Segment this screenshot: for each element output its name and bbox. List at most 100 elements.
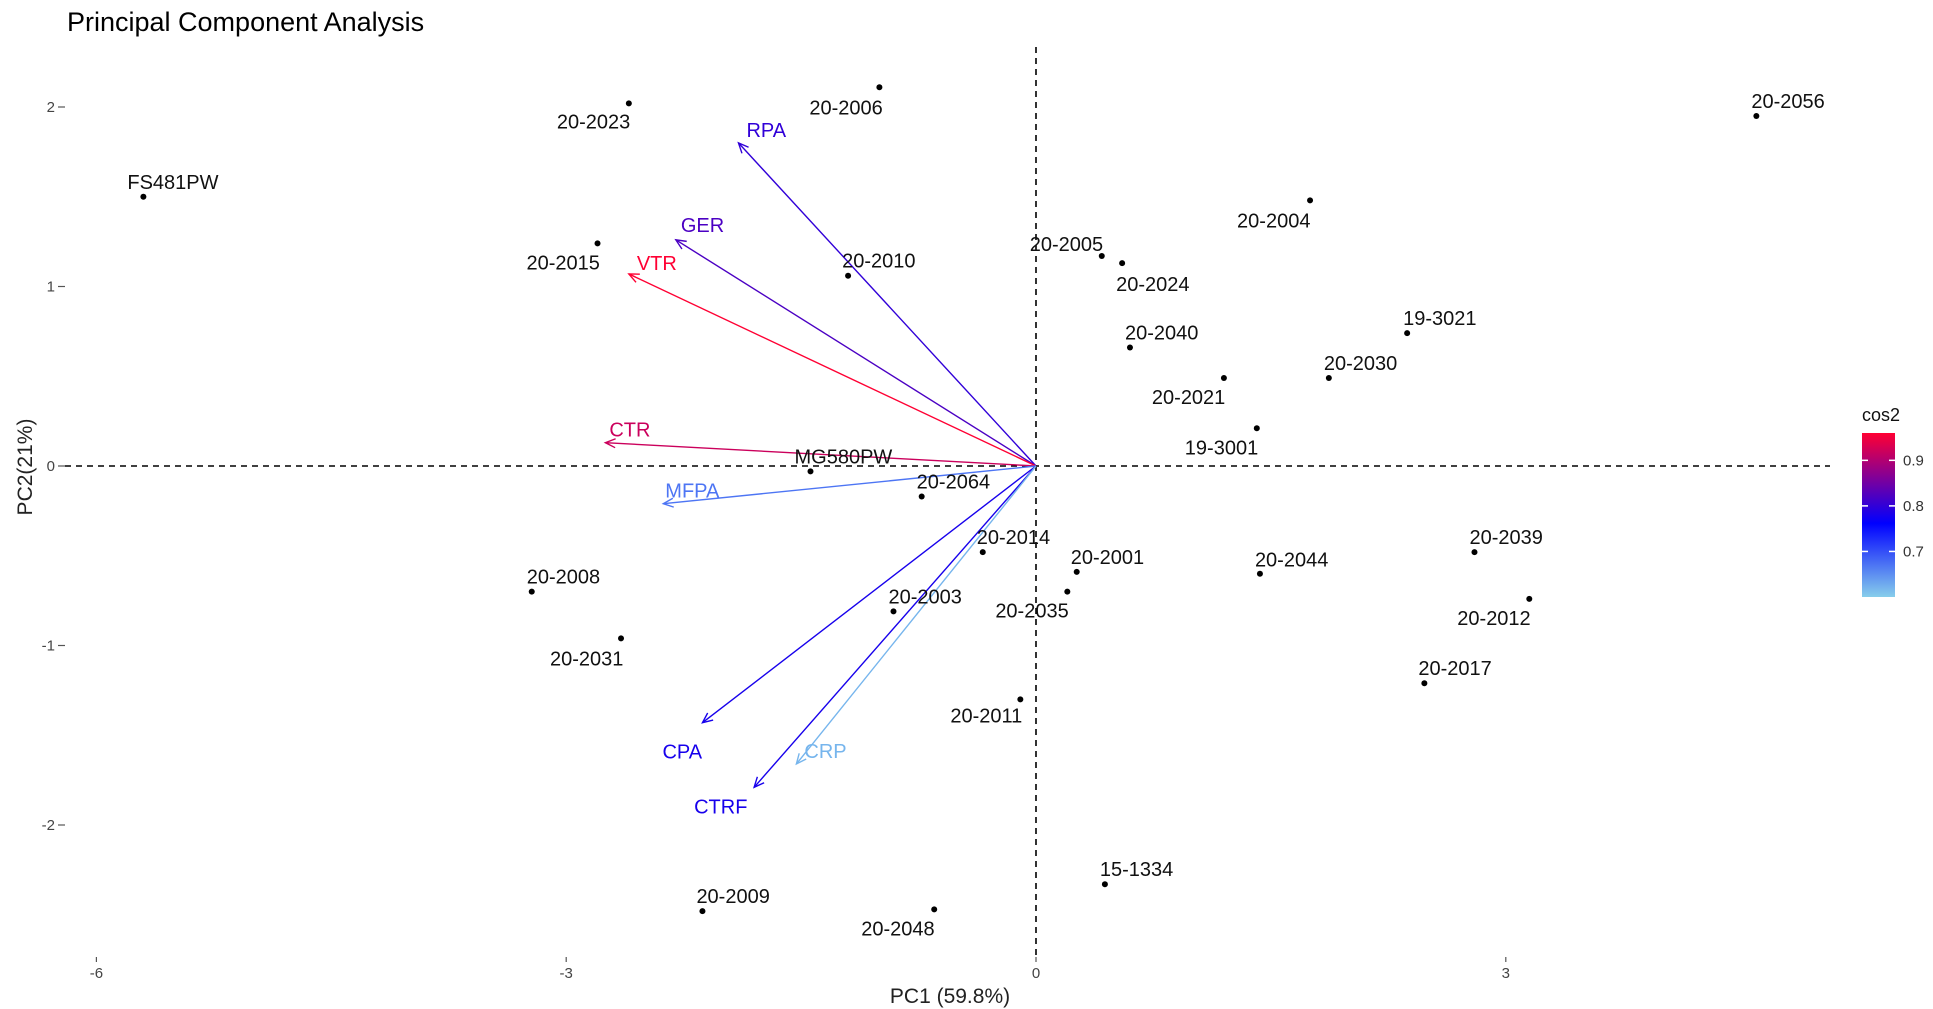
variable-label-ger: GER: [681, 215, 724, 237]
data-point-20-2040: [1126, 344, 1133, 351]
y-axis-title: PC2(21%): [14, 419, 37, 516]
data-point-20-2031: [618, 635, 625, 642]
point-label-20-2044: 20-2044: [1255, 550, 1328, 572]
point-label-20-2015: 20-2015: [527, 252, 600, 274]
variable-label-vtr: VTR: [637, 253, 677, 275]
variable-arrow-rpa: [737, 142, 1037, 467]
data-point-20-2035: [1064, 588, 1071, 595]
point-label-19-3021: 19-3021: [1403, 308, 1476, 330]
data-point-20-2039: [1471, 549, 1478, 556]
point-label-20-2023: 20-2023: [557, 111, 630, 133]
y-tick-label: -2: [42, 817, 55, 834]
point-label-20-2004: 20-2004: [1237, 210, 1310, 232]
x-axis-title: PC1 (59.8%): [890, 985, 1010, 1008]
data-point-20-2008: [528, 588, 535, 595]
data-point-20-2003: [890, 608, 897, 615]
variable-arrowhead: [603, 438, 616, 449]
data-point-20-2015: [594, 240, 601, 247]
point-label-20-2014: 20-2014: [977, 527, 1050, 549]
data-point-20-2044: [1256, 570, 1263, 577]
y-axis-ticks: -2 -1 0 1 2: [42, 99, 65, 834]
data-point-20-2006: [876, 84, 883, 91]
variable-label-rpa: RPA: [746, 120, 786, 142]
variable-label-mfpa: MFPA: [665, 481, 720, 503]
x-tick-label: -3: [560, 965, 573, 982]
data-point-20-2005: [1098, 252, 1105, 259]
data-point-20-2011: [1017, 696, 1024, 703]
variable-label-crp: CRP: [804, 741, 846, 763]
point-label-20-2006: 20-2006: [809, 97, 882, 119]
point-label-20-2048: 20-2048: [861, 918, 934, 940]
variable-arrowhead: [737, 141, 749, 154]
data-point-20-2001: [1073, 568, 1080, 575]
variable-arrow-ctrf: [753, 465, 1037, 788]
point-label-20-2064: 20-2064: [917, 472, 990, 494]
data-point-19-3001: [1253, 425, 1260, 432]
variable-arrowhead: [752, 776, 765, 789]
data-point-20-2012: [1526, 595, 1533, 602]
variable-arrow-ger: [675, 239, 1037, 467]
data-point-19-3021: [1404, 330, 1411, 337]
data-point-20-2021: [1220, 375, 1227, 382]
point-label-15-1334: 15-1334: [1100, 859, 1173, 881]
point-label-20-2030: 20-2030: [1324, 353, 1397, 375]
data-point-20-2017: [1421, 680, 1428, 687]
y-tick-label: 2: [47, 99, 55, 116]
data-point-20-2056: [1753, 112, 1760, 119]
point-label-20-2024: 20-2024: [1116, 274, 1189, 296]
variable-arrowhead: [701, 712, 714, 724]
variable-label-ctrf: CTRF: [694, 796, 747, 818]
data-point-20-2030: [1325, 375, 1332, 382]
chart-title: Principal Component Analysis: [67, 7, 424, 37]
variable-arrow-mfpa: [663, 465, 1037, 505]
x-tick-label: 0: [1032, 965, 1040, 982]
variable-arrow-vtr: [628, 273, 1037, 467]
point-label-19-3001: 19-3001: [1185, 437, 1258, 459]
point-label-20-2035: 20-2035: [995, 601, 1068, 623]
variable-arrow-crp: [795, 465, 1037, 765]
legend-tick-label: 0.7: [1903, 543, 1924, 560]
y-tick-label: 1: [47, 279, 55, 296]
point-label-20-2005: 20-2005: [1030, 234, 1103, 256]
cos2-legend: cos2 0.7 0.8 0.9: [1862, 405, 1924, 597]
legend-tick-label: 0.9: [1903, 452, 1924, 469]
variable-arrow-ctr: [605, 441, 1037, 467]
point-label-20-2039: 20-2039: [1469, 527, 1542, 549]
variable-arrowhead: [674, 238, 687, 250]
legend-title: cos2: [1862, 405, 1900, 425]
variable-arrowhead: [661, 497, 674, 508]
individual-points: 20-2056 FS481PW 20-2023 20-2006 20-2004 20-20…: [127, 84, 1825, 940]
point-label-20-2011: 20-2011: [950, 705, 1022, 727]
data-point-20-2014: [979, 549, 986, 556]
legend-ticks: 0.7 0.8 0.9: [1862, 452, 1924, 560]
data-point-15-1334: [1101, 881, 1108, 888]
data-point-mg580pw: [807, 468, 814, 475]
data-point-20-2064: [918, 493, 925, 500]
x-tick-label: 3: [1502, 965, 1510, 982]
y-tick-label: 0: [47, 458, 55, 475]
variable-arrow-cpa: [702, 465, 1037, 724]
variable-arrowhead: [627, 273, 640, 283]
x-tick-label: -6: [90, 965, 103, 982]
point-label-20-2017: 20-2017: [1418, 658, 1491, 680]
data-point-20-2048: [931, 906, 938, 913]
y-tick-label: -1: [42, 638, 55, 655]
variable-label-ctr: CTR: [609, 420, 650, 442]
point-label-20-2008: 20-2008: [527, 567, 600, 589]
data-point-20-2024: [1119, 260, 1126, 267]
point-label-20-2031: 20-2031: [550, 648, 623, 670]
reference-lines: [65, 47, 1830, 957]
variable-label-cpa: CPA: [662, 742, 702, 764]
variable-arrowhead: [795, 753, 807, 766]
legend-colorbar: [1862, 433, 1895, 597]
data-point-20-2009: [699, 908, 706, 915]
point-label-20-2056: 20-2056: [1751, 91, 1824, 113]
point-label-mg580pw: MG580PW: [794, 446, 892, 468]
data-point-20-2023: [625, 100, 632, 107]
point-label-20-2040: 20-2040: [1125, 323, 1198, 345]
data-point-fs481pw: [140, 193, 147, 200]
point-label-20-2021: 20-2021: [1152, 387, 1225, 409]
point-label-fs481pw: FS481PW: [127, 172, 218, 194]
